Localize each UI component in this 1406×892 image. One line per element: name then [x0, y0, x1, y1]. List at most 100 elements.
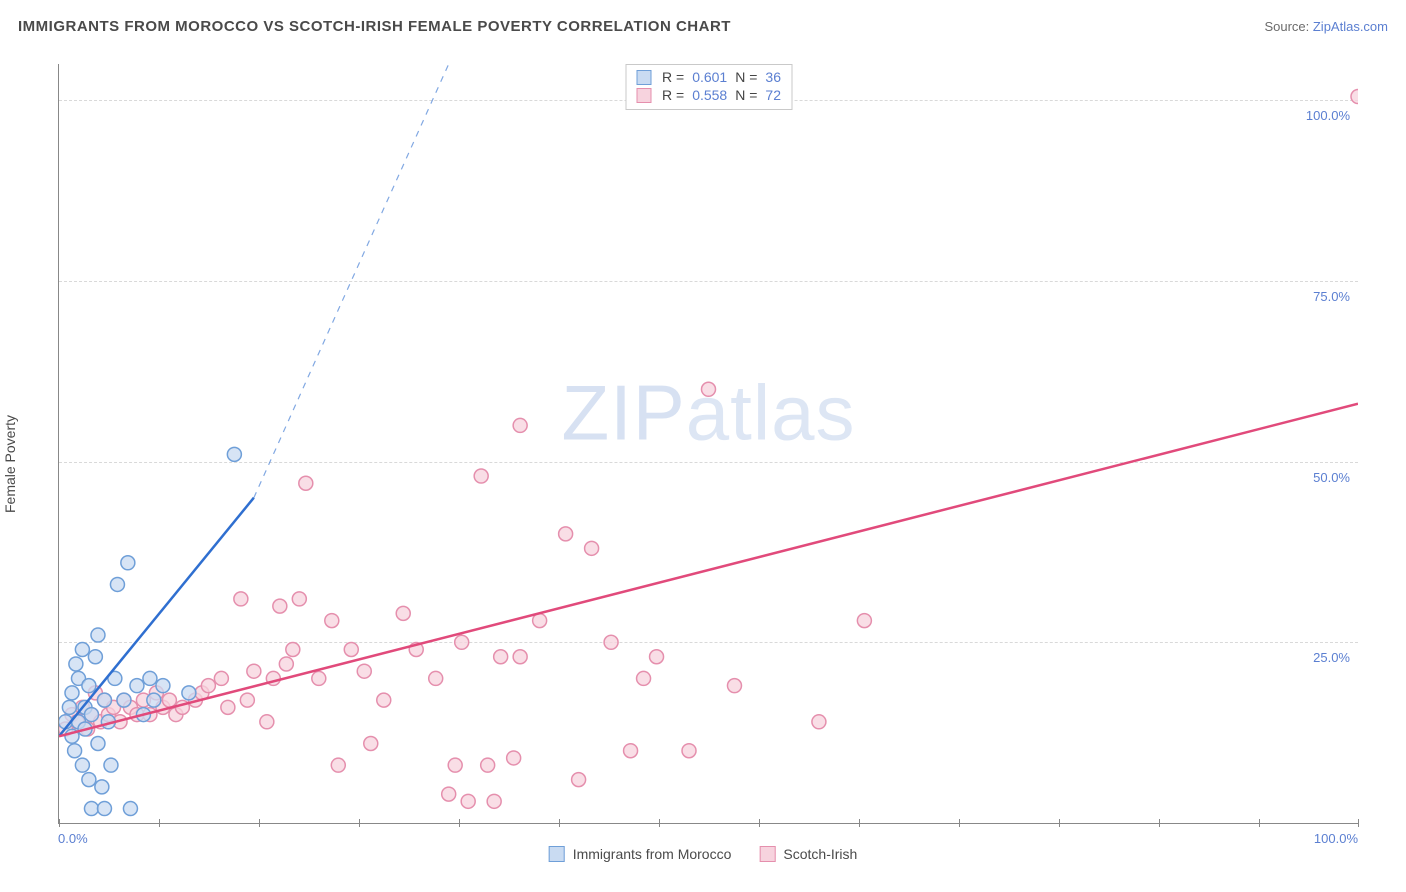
data-point-morocco	[123, 802, 137, 816]
data-point-morocco	[117, 693, 131, 707]
trend-line-scotchirish	[59, 404, 1358, 737]
data-point-morocco	[130, 679, 144, 693]
data-point-morocco	[65, 686, 79, 700]
data-point-scotchirish	[604, 635, 618, 649]
legend-swatch-scotchirish	[636, 88, 651, 103]
r-value-morocco: 0.601	[692, 69, 727, 85]
data-point-scotchirish	[325, 614, 339, 628]
data-point-scotchirish	[442, 787, 456, 801]
data-point-scotchirish	[240, 693, 254, 707]
x-axis-min-label: 0.0%	[58, 831, 88, 846]
data-point-morocco	[156, 679, 170, 693]
data-point-morocco	[97, 693, 111, 707]
legend-item-scotchirish: Scotch-Irish	[759, 846, 857, 862]
y-axis-label: Female Poverty	[2, 415, 18, 513]
data-point-scotchirish	[396, 606, 410, 620]
data-point-morocco	[110, 577, 124, 591]
legend-label-morocco: Immigrants from Morocco	[573, 846, 732, 862]
data-point-morocco	[69, 657, 83, 671]
data-point-scotchirish	[812, 715, 826, 729]
data-point-morocco	[143, 671, 157, 685]
n-label: N =	[735, 87, 757, 103]
r-label: R =	[662, 69, 684, 85]
chart-container: Female Poverty ZIPatlas R = 0.601 N = 36…	[18, 54, 1388, 874]
data-point-morocco	[82, 679, 96, 693]
data-point-morocco	[95, 780, 109, 794]
plot-svg	[59, 64, 1358, 823]
data-point-morocco	[62, 700, 76, 714]
data-point-scotchirish	[455, 635, 469, 649]
data-point-morocco	[75, 758, 89, 772]
n-value-morocco: 36	[765, 69, 781, 85]
data-point-scotchirish	[247, 664, 261, 678]
source-link[interactable]: ZipAtlas.com	[1313, 19, 1388, 34]
data-point-scotchirish	[260, 715, 274, 729]
data-point-scotchirish	[624, 744, 638, 758]
data-point-morocco	[227, 447, 241, 461]
data-point-scotchirish	[487, 794, 501, 808]
data-point-morocco	[121, 556, 135, 570]
legend-swatch-morocco	[636, 70, 651, 85]
data-point-morocco	[97, 802, 111, 816]
data-point-morocco	[182, 686, 196, 700]
data-point-scotchirish	[650, 650, 664, 664]
data-point-scotchirish	[507, 751, 521, 765]
data-point-scotchirish	[513, 418, 527, 432]
r-label: R =	[662, 87, 684, 103]
data-point-scotchirish	[474, 469, 488, 483]
n-value-scotchirish: 72	[765, 87, 781, 103]
r-value-scotchirish: 0.558	[692, 87, 727, 103]
legend-item-morocco: Immigrants from Morocco	[549, 846, 732, 862]
source-prefix: Source:	[1264, 19, 1312, 34]
data-point-scotchirish	[344, 643, 358, 657]
data-point-scotchirish	[299, 476, 313, 490]
chart-header: IMMIGRANTS FROM MOROCCO VS SCOTCH-IRISH …	[18, 18, 1388, 35]
data-point-scotchirish	[857, 614, 871, 628]
data-point-scotchirish	[494, 650, 508, 664]
data-point-morocco	[68, 744, 82, 758]
legend-label-scotchirish: Scotch-Irish	[783, 846, 857, 862]
data-point-scotchirish	[637, 671, 651, 685]
data-point-scotchirish	[292, 592, 306, 606]
data-point-scotchirish	[682, 744, 696, 758]
data-point-scotchirish	[221, 700, 235, 714]
chart-title: IMMIGRANTS FROM MOROCCO VS SCOTCH-IRISH …	[18, 18, 731, 35]
data-point-scotchirish	[559, 527, 573, 541]
data-point-scotchirish	[162, 693, 176, 707]
data-point-scotchirish	[234, 592, 248, 606]
data-point-morocco	[82, 773, 96, 787]
n-label: N =	[735, 69, 757, 85]
data-point-morocco	[84, 708, 98, 722]
data-point-scotchirish	[513, 650, 527, 664]
legend-swatch-icon	[549, 846, 565, 862]
data-point-scotchirish	[1351, 90, 1358, 104]
data-point-scotchirish	[377, 693, 391, 707]
data-point-scotchirish	[727, 679, 741, 693]
data-point-scotchirish	[331, 758, 345, 772]
data-point-morocco	[104, 758, 118, 772]
correlation-legend: R = 0.601 N = 36 R = 0.558 N = 72	[625, 64, 792, 110]
trend-line-dash-morocco	[254, 64, 449, 498]
x-axis-max-label: 100.0%	[1314, 831, 1358, 846]
data-point-scotchirish	[572, 773, 586, 787]
data-point-morocco	[147, 693, 161, 707]
chart-source: Source: ZipAtlas.com	[1264, 19, 1388, 34]
data-point-scotchirish	[364, 736, 378, 750]
legend-swatch-icon	[759, 846, 775, 862]
data-point-morocco	[84, 802, 98, 816]
plot-area: ZIPatlas R = 0.601 N = 36 R = 0.558 N = …	[58, 64, 1358, 824]
data-point-scotchirish	[702, 382, 716, 396]
data-point-scotchirish	[279, 657, 293, 671]
data-point-scotchirish	[481, 758, 495, 772]
data-point-scotchirish	[201, 679, 215, 693]
data-point-scotchirish	[286, 643, 300, 657]
data-point-morocco	[91, 628, 105, 642]
data-point-scotchirish	[461, 794, 475, 808]
data-point-scotchirish	[585, 541, 599, 555]
series-legend: Immigrants from Morocco Scotch-Irish	[549, 846, 858, 862]
data-point-scotchirish	[273, 599, 287, 613]
data-point-morocco	[88, 650, 102, 664]
data-point-scotchirish	[429, 671, 443, 685]
data-point-morocco	[91, 736, 105, 750]
data-point-morocco	[75, 643, 89, 657]
